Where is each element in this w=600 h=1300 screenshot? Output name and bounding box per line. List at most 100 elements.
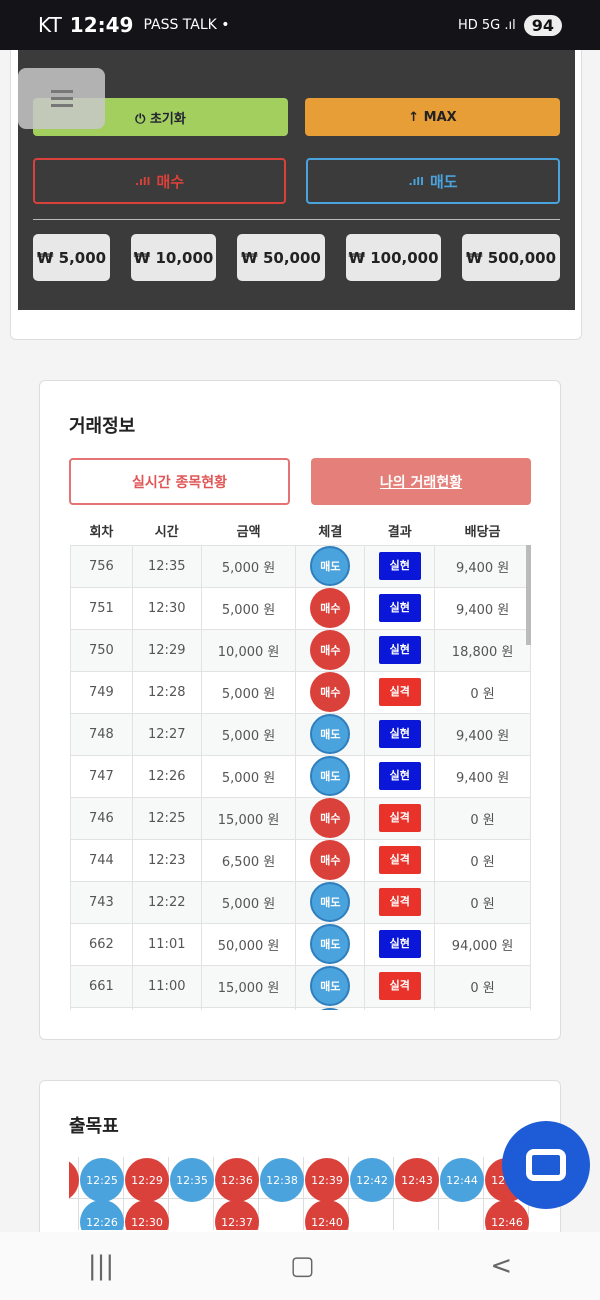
menu-button[interactable] bbox=[18, 68, 105, 129]
sell-button[interactable]: .ıll 매도 bbox=[306, 158, 560, 204]
cell-2: 5,000 원 bbox=[200, 880, 297, 924]
amount-500000-button[interactable]: ₩ 500,000 bbox=[462, 234, 560, 281]
buy-button[interactable]: .ıll 매수 bbox=[33, 158, 286, 204]
grid-cell bbox=[79, 1199, 124, 1230]
home-icon[interactable]: ▢ bbox=[289, 1251, 315, 1281]
max-button[interactable]: ↑ MAX bbox=[305, 98, 560, 136]
chart-title: 출목표 bbox=[69, 1116, 119, 1137]
table-row: 743 12:22 5,000 원 매도 실격 0 원 bbox=[70, 880, 531, 924]
cell-5 bbox=[434, 1006, 531, 1010]
grid-cell bbox=[69, 1199, 79, 1230]
column-header: 배당금 bbox=[464, 525, 501, 541]
cell-2: 10,000 원 bbox=[200, 628, 297, 672]
cell-3: 매도 bbox=[295, 544, 366, 588]
scrollbar[interactable] bbox=[526, 545, 531, 645]
result-badge: 실현 bbox=[378, 594, 421, 622]
back-icon[interactable]: < bbox=[490, 1251, 513, 1281]
cell-1: 12:28 bbox=[131, 670, 202, 714]
buy-result-ball: 12:46 bbox=[485, 1200, 529, 1230]
cell-4: 실격 bbox=[364, 964, 436, 1008]
recent-apps-icon[interactable]: ||| bbox=[87, 1251, 115, 1281]
chat-button[interactable] bbox=[502, 1121, 590, 1209]
cell-0: 662 bbox=[70, 922, 133, 966]
cell-2: 15,000 원 bbox=[200, 964, 297, 1008]
cell-2: 5,000 원 bbox=[200, 712, 297, 756]
sell-badge: 매도 bbox=[310, 882, 351, 922]
tab-my-trades[interactable]: 나의 거래현황 bbox=[311, 458, 531, 505]
result-badge: 실현 bbox=[378, 720, 421, 748]
divider bbox=[33, 219, 560, 220]
tab-live-status[interactable]: 실시간 종목현황 bbox=[69, 458, 290, 505]
cell-0: 661 bbox=[70, 964, 133, 1008]
column-header: 회차 bbox=[89, 525, 114, 541]
status-bar: KT 12:49 PASS TALK • HD 5G .ıl 94 bbox=[0, 0, 600, 50]
cell-3: 매수 bbox=[295, 586, 366, 630]
cell-0: 744 bbox=[70, 838, 133, 882]
sell-result-ball: 12:42 bbox=[350, 1158, 394, 1202]
column-header: 금액 bbox=[236, 525, 261, 541]
sell-result-ball: 12:44 bbox=[440, 1158, 484, 1202]
buy-result-ball: 12:43 bbox=[395, 1158, 439, 1202]
cell-1: 12:35 bbox=[131, 544, 202, 588]
sell-badge: 매도 bbox=[310, 714, 351, 754]
cell-4: 실격 bbox=[364, 880, 436, 924]
signal-icon: HD 5G .ıl bbox=[457, 17, 516, 33]
cell-3: 매도 bbox=[295, 880, 366, 924]
table-row: 748 12:27 5,000 원 매도 실현 9,400 원 bbox=[70, 712, 531, 756]
result-badge: 실격 bbox=[378, 846, 421, 874]
result-badge: 실현 bbox=[378, 636, 421, 664]
cell-4: 실격 bbox=[364, 796, 436, 840]
grid-cell bbox=[394, 1199, 439, 1230]
trade-info-title: 거래정보 bbox=[69, 416, 136, 437]
amount-50000-button[interactable]: ₩ 50,000 bbox=[237, 234, 325, 281]
cell-2: 5,000 원 bbox=[200, 670, 297, 714]
cell-5: 9,400 원 bbox=[434, 754, 531, 798]
grid-cell bbox=[304, 1199, 349, 1230]
cell-4: 실격 bbox=[364, 670, 436, 714]
cell-4 bbox=[364, 1006, 436, 1010]
result-badge: 실현 bbox=[378, 552, 421, 580]
cell-2: 6,500 원 bbox=[200, 838, 297, 882]
buy-label: 매수 bbox=[156, 172, 185, 191]
table-row: 744 12:23 6,500 원 매수 실격 0 원 bbox=[70, 838, 531, 882]
reset-button[interactable]: ⏻ 초기화 bbox=[33, 98, 288, 136]
cell-0: 751 bbox=[70, 586, 133, 630]
cell-5: 18,800 원 bbox=[434, 628, 531, 672]
buy-result-ball: 12:37 bbox=[215, 1200, 259, 1230]
result-badge: 실격 bbox=[378, 678, 421, 706]
cell-2: 15,000 원 bbox=[200, 796, 297, 840]
result-badge: 실격 bbox=[378, 888, 421, 916]
cell-2: 5,000 원 bbox=[200, 544, 297, 588]
table-row: 662 11:01 50,000 원 매도 실현 94,000 원 bbox=[70, 922, 531, 966]
battery-icon: 94 bbox=[523, 14, 562, 36]
amount-10000-button[interactable]: ₩ 10,000 bbox=[131, 234, 216, 281]
cell-4: 실현 bbox=[364, 544, 436, 588]
buy-result-ball: 12:30 bbox=[125, 1200, 169, 1230]
amount-5000-button[interactable]: ₩ 5,000 bbox=[33, 234, 110, 281]
sell-badge bbox=[310, 1007, 351, 1010]
result-badge: 실현 bbox=[378, 930, 421, 958]
buy-badge: 매수 bbox=[310, 798, 351, 838]
buy-badge: 매수 bbox=[310, 630, 351, 670]
table-row: 751 12:30 5,000 원 매수 실현 9,400 원 bbox=[70, 586, 531, 630]
sell-badge: 매도 bbox=[310, 924, 351, 964]
buy-result-ball bbox=[69, 1158, 79, 1202]
buy-result-ball: 12:39 bbox=[305, 1158, 349, 1202]
cell-3: 매도 bbox=[295, 964, 366, 1008]
cell-0 bbox=[70, 1006, 133, 1010]
table-row: 750 12:29 10,000 원 매수 실현 18,800 원 bbox=[70, 628, 531, 672]
cell-3: 매수 bbox=[295, 796, 366, 840]
cell-0: 747 bbox=[70, 754, 133, 798]
buy-result-ball: 12:40 bbox=[305, 1200, 349, 1230]
cell-1 bbox=[131, 1006, 202, 1010]
cell-3 bbox=[295, 1006, 366, 1010]
cell-1: 12:22 bbox=[131, 880, 202, 924]
buy-result-ball: 12:29 bbox=[125, 1158, 169, 1202]
cell-5: 0 원 bbox=[434, 964, 531, 1008]
amount-100000-button[interactable]: ₩ 100,000 bbox=[346, 234, 441, 281]
grid-cell bbox=[349, 1199, 394, 1230]
cell-1: 11:00 bbox=[131, 964, 202, 1008]
table-row bbox=[70, 1006, 531, 1010]
